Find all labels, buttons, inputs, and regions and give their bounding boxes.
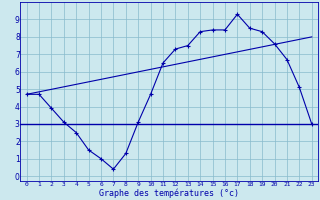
- X-axis label: Graphe des températures (°c): Graphe des températures (°c): [99, 188, 239, 198]
